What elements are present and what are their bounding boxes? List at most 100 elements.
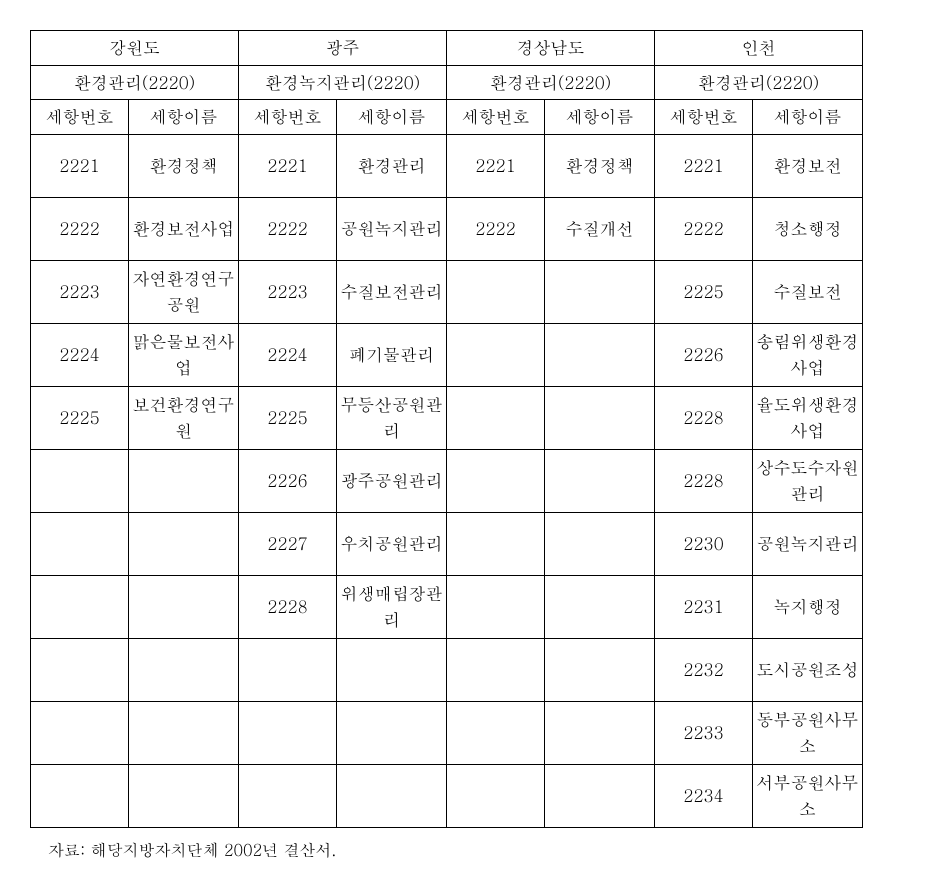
cell-code: 2223: [239, 260, 337, 323]
sub-header-row: 세항번호 세항이름 세항번호 세항이름 세항번호 세항이름 세항번호 세항이름: [31, 100, 863, 135]
cell-code: 2221: [239, 134, 337, 197]
cell-code: 2231: [655, 575, 753, 638]
subheader-name: 세항이름: [753, 100, 863, 135]
cell-name: [337, 638, 447, 701]
cell-code: [447, 638, 545, 701]
cell-name: 위생매립장관리: [337, 575, 447, 638]
category-cell: 환경관리(2220): [655, 65, 863, 100]
table-row: 2228 위생매립장관리 2231 녹지행정: [31, 575, 863, 638]
cell-name: [545, 260, 655, 323]
cell-name: [545, 575, 655, 638]
cell-name: 환경보전사업: [129, 197, 239, 260]
cell-code: [447, 386, 545, 449]
subheader-name: 세항이름: [545, 100, 655, 135]
cell-code: 2222: [31, 197, 129, 260]
cell-name: 수질보전: [753, 260, 863, 323]
subheader-name: 세항이름: [129, 100, 239, 135]
table-row: 2221 환경정책 2221 환경관리 2221 환경정책 2221 환경보전: [31, 134, 863, 197]
cell-code: 2223: [31, 260, 129, 323]
table-row: 2226 광주공원관리 2228 상수도수자원관리: [31, 449, 863, 512]
cell-name: 송림위생환경사업: [753, 323, 863, 386]
cell-name: 광주공원관리: [337, 449, 447, 512]
cell-name: 환경보전: [753, 134, 863, 197]
table-row: 2227 우치공원관리 2230 공원녹지관리: [31, 512, 863, 575]
cell-code: [31, 449, 129, 512]
cell-name: [129, 638, 239, 701]
cell-code: 2222: [655, 197, 753, 260]
cell-code: 2222: [447, 197, 545, 260]
category-cell: 환경녹지관리(2220): [239, 65, 447, 100]
region-cell: 인천: [655, 31, 863, 66]
subheader-name: 세항이름: [337, 100, 447, 135]
cell-code: [447, 512, 545, 575]
cell-name: 환경관리: [337, 134, 447, 197]
cell-code: 2232: [655, 638, 753, 701]
cell-name: [337, 764, 447, 827]
cell-name: 환경정책: [129, 134, 239, 197]
cell-name: 공원녹지관리: [337, 197, 447, 260]
cell-code: [447, 260, 545, 323]
region-cell: 강원도: [31, 31, 239, 66]
table-row: 2232 도시공원조성: [31, 638, 863, 701]
cell-name: 공원녹지관리: [753, 512, 863, 575]
cell-name: 무등산공원관리: [337, 386, 447, 449]
table-row: 2233 동부공원사무소: [31, 701, 863, 764]
cell-code: [239, 764, 337, 827]
cell-name: 폐기물관리: [337, 323, 447, 386]
cell-name: [129, 575, 239, 638]
cell-name: 우치공원관리: [337, 512, 447, 575]
table-row: 2223 자연환경연구공원 2223 수질보전관리 2225 수질보전: [31, 260, 863, 323]
cell-name: 녹지행정: [753, 575, 863, 638]
cell-code: [447, 701, 545, 764]
cell-name: 수질보전관리: [337, 260, 447, 323]
cell-name: [545, 386, 655, 449]
cell-name: 보건환경연구원: [129, 386, 239, 449]
cell-name: [129, 512, 239, 575]
cell-code: 2225: [239, 386, 337, 449]
cell-name: [545, 323, 655, 386]
cell-code: 2228: [655, 386, 753, 449]
category-header-row: 환경관리(2220) 환경녹지관리(2220) 환경관리(2220) 환경관리(…: [31, 65, 863, 100]
cell-code: 2234: [655, 764, 753, 827]
cell-code: 2226: [239, 449, 337, 512]
cell-code: [447, 449, 545, 512]
subheader-code: 세항번호: [447, 100, 545, 135]
cell-name: [129, 449, 239, 512]
subheader-code: 세항번호: [655, 100, 753, 135]
cell-name: [545, 449, 655, 512]
cell-name: [545, 512, 655, 575]
cell-code: 2221: [447, 134, 545, 197]
cell-name: 도시공원조성: [753, 638, 863, 701]
cell-code: 2224: [31, 323, 129, 386]
cell-code: [239, 701, 337, 764]
cell-code: [31, 638, 129, 701]
cell-code: 2228: [239, 575, 337, 638]
cell-code: [31, 764, 129, 827]
table-row: 2224 맑은물보전사업 2224 폐기물관리 2226 송림위생환경사업: [31, 323, 863, 386]
cell-name: 자연환경연구공원: [129, 260, 239, 323]
cell-code: [447, 575, 545, 638]
cell-name: 청소행정: [753, 197, 863, 260]
table-row: 2225 보건환경연구원 2225 무등산공원관리 2228 율도위생환경사업: [31, 386, 863, 449]
cell-name: [545, 764, 655, 827]
cell-code: [31, 575, 129, 638]
cell-name: 서부공원사무소: [753, 764, 863, 827]
cell-name: [545, 701, 655, 764]
cell-name: 맑은물보전사업: [129, 323, 239, 386]
cell-name: [129, 764, 239, 827]
data-table: 강원도 광주 경상남도 인천 환경관리(2220) 환경녹지관리(2220) 환…: [30, 30, 863, 828]
cell-name: 동부공원사무소: [753, 701, 863, 764]
cell-code: 2226: [655, 323, 753, 386]
region-header-row: 강원도 광주 경상남도 인천: [31, 31, 863, 66]
cell-code: 2222: [239, 197, 337, 260]
cell-code: 2227: [239, 512, 337, 575]
cell-code: [447, 764, 545, 827]
cell-code: 2228: [655, 449, 753, 512]
cell-name: [337, 701, 447, 764]
subheader-code: 세항번호: [31, 100, 129, 135]
cell-code: 2221: [655, 134, 753, 197]
cell-code: [31, 701, 129, 764]
cell-code: 2225: [31, 386, 129, 449]
cell-name: [545, 638, 655, 701]
cell-code: [31, 512, 129, 575]
